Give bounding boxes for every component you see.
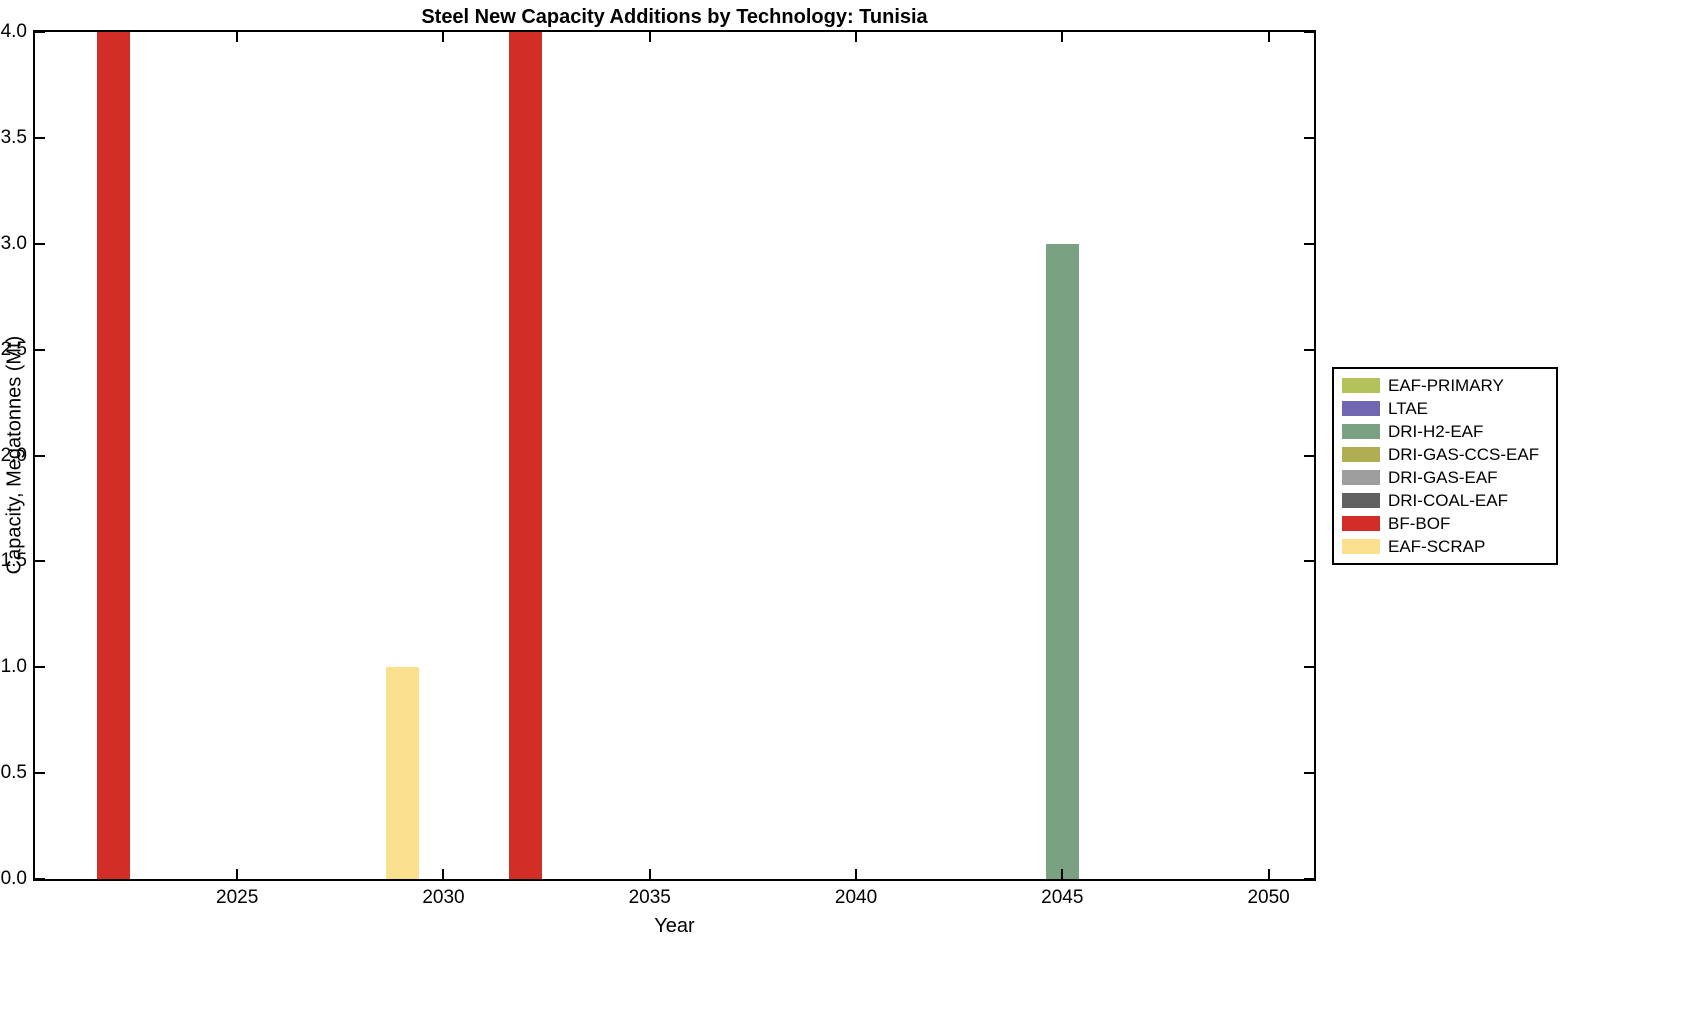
y-tick-mark: [35, 136, 45, 139]
y-tick-mark: [35, 772, 45, 775]
bar-eaf-scrap-2029: [385, 667, 419, 879]
legend-entry-dri-gas-eaf: DRI-GAS-EAF: [1342, 466, 1548, 489]
legend-label: DRI-COAL-EAF: [1388, 490, 1508, 510]
y-tick-label: 3.5: [0, 126, 27, 148]
bar-bf-bof-2032: [509, 32, 543, 879]
x-tick-mark: [1061, 869, 1064, 879]
y-tick-label: 2.0: [0, 444, 27, 466]
legend-entry-eaf-scrap: EAF-SCRAP: [1342, 535, 1548, 558]
x-tick-label: 2040: [834, 887, 878, 908]
legend-swatch-icon: [1342, 378, 1380, 393]
legend-swatch-icon: [1342, 424, 1380, 439]
legend-label: DRI-H2-EAF: [1388, 421, 1484, 441]
y-tick-mark: [35, 666, 45, 669]
y-tick-mark: [35, 31, 45, 33]
x-tick-mark: [442, 869, 445, 879]
y-tick-mark: [1304, 560, 1314, 563]
x-tick-mark: [855, 32, 858, 42]
legend-swatch-icon: [1342, 493, 1380, 508]
x-tick-label: 2030: [422, 887, 465, 908]
y-tick-mark: [1304, 772, 1314, 775]
y-tick-label: 4.0: [0, 21, 27, 42]
x-axis-label: Year: [654, 915, 695, 937]
y-tick-mark: [1304, 242, 1314, 245]
x-tick-label: 2035: [628, 887, 671, 908]
y-tick-label: 1.5: [0, 550, 27, 572]
legend-entry-bf-bof: BF-BOF: [1342, 512, 1548, 535]
legend-entry-ltae: LTAE: [1342, 397, 1548, 420]
x-tick-label: 2045: [1041, 887, 1084, 908]
legend-entry-dri-h2-eaf: DRI-H2-EAF: [1342, 420, 1548, 443]
chart-title: Steel New Capacity Additions by Technolo…: [421, 6, 928, 28]
y-tick-mark: [1304, 348, 1314, 351]
y-tick-mark: [35, 560, 45, 563]
legend-entry-dri-coal-eaf: DRI-COAL-EAF: [1342, 489, 1548, 512]
x-tick-mark: [1267, 869, 1270, 879]
legend-label: LTAE: [1388, 398, 1428, 418]
y-tick-mark: [35, 348, 45, 351]
x-tick-mark: [648, 32, 651, 42]
x-tick-mark: [236, 869, 239, 879]
legend-label: EAF-PRIMARY: [1388, 375, 1504, 395]
legend-label: BF-BOF: [1388, 513, 1451, 533]
x-tick-mark: [442, 32, 445, 42]
legend-swatch-icon: [1342, 516, 1380, 531]
y-tick-mark: [35, 242, 45, 245]
x-tick-label: 2025: [216, 887, 259, 908]
x-tick-label: 2050: [1247, 887, 1290, 908]
legend-label: DRI-GAS-EAF: [1388, 467, 1498, 487]
y-tick-mark: [1304, 666, 1314, 669]
y-tick-mark: [35, 454, 45, 457]
y-tick-label: 1.0: [0, 656, 27, 678]
y-tick-mark: [1304, 454, 1314, 457]
y-tick-label: 0.0: [0, 868, 27, 889]
x-tick-mark: [236, 32, 239, 42]
legend-swatch-icon: [1342, 539, 1380, 554]
y-tick-label: 0.5: [0, 762, 27, 784]
plot-area: [33, 30, 1316, 881]
legend-swatch-icon: [1342, 447, 1380, 462]
bar-dri-h2-eaf-2045: [1045, 243, 1079, 879]
legend-label: EAF-SCRAP: [1388, 536, 1486, 556]
legend-label: DRI-GAS-CCS-EAF: [1388, 444, 1540, 464]
legend-swatch-icon: [1342, 401, 1380, 416]
y-tick-mark: [1304, 31, 1314, 33]
x-tick-mark: [648, 869, 651, 879]
y-tick-label: 2.5: [0, 338, 27, 360]
y-tick-mark: [35, 878, 45, 880]
legend: EAF-PRIMARY LTAE DRI-H2-EAF DRI-GAS-CCS-EAF…: [1332, 367, 1558, 565]
y-tick-mark: [1304, 136, 1314, 139]
legend-entry-eaf-primary: EAF-PRIMARY: [1342, 374, 1548, 397]
x-tick-mark: [1061, 32, 1064, 42]
y-tick-mark: [1304, 878, 1314, 880]
y-tick-label: 3.0: [0, 232, 27, 254]
legend-swatch-icon: [1342, 470, 1380, 485]
bar-bf-bof-2022: [96, 32, 130, 879]
legend-entry-dri-gas-ccs-eaf: DRI-GAS-CCS-EAF: [1342, 443, 1548, 466]
x-tick-mark: [855, 869, 858, 879]
x-tick-mark: [1267, 32, 1270, 42]
